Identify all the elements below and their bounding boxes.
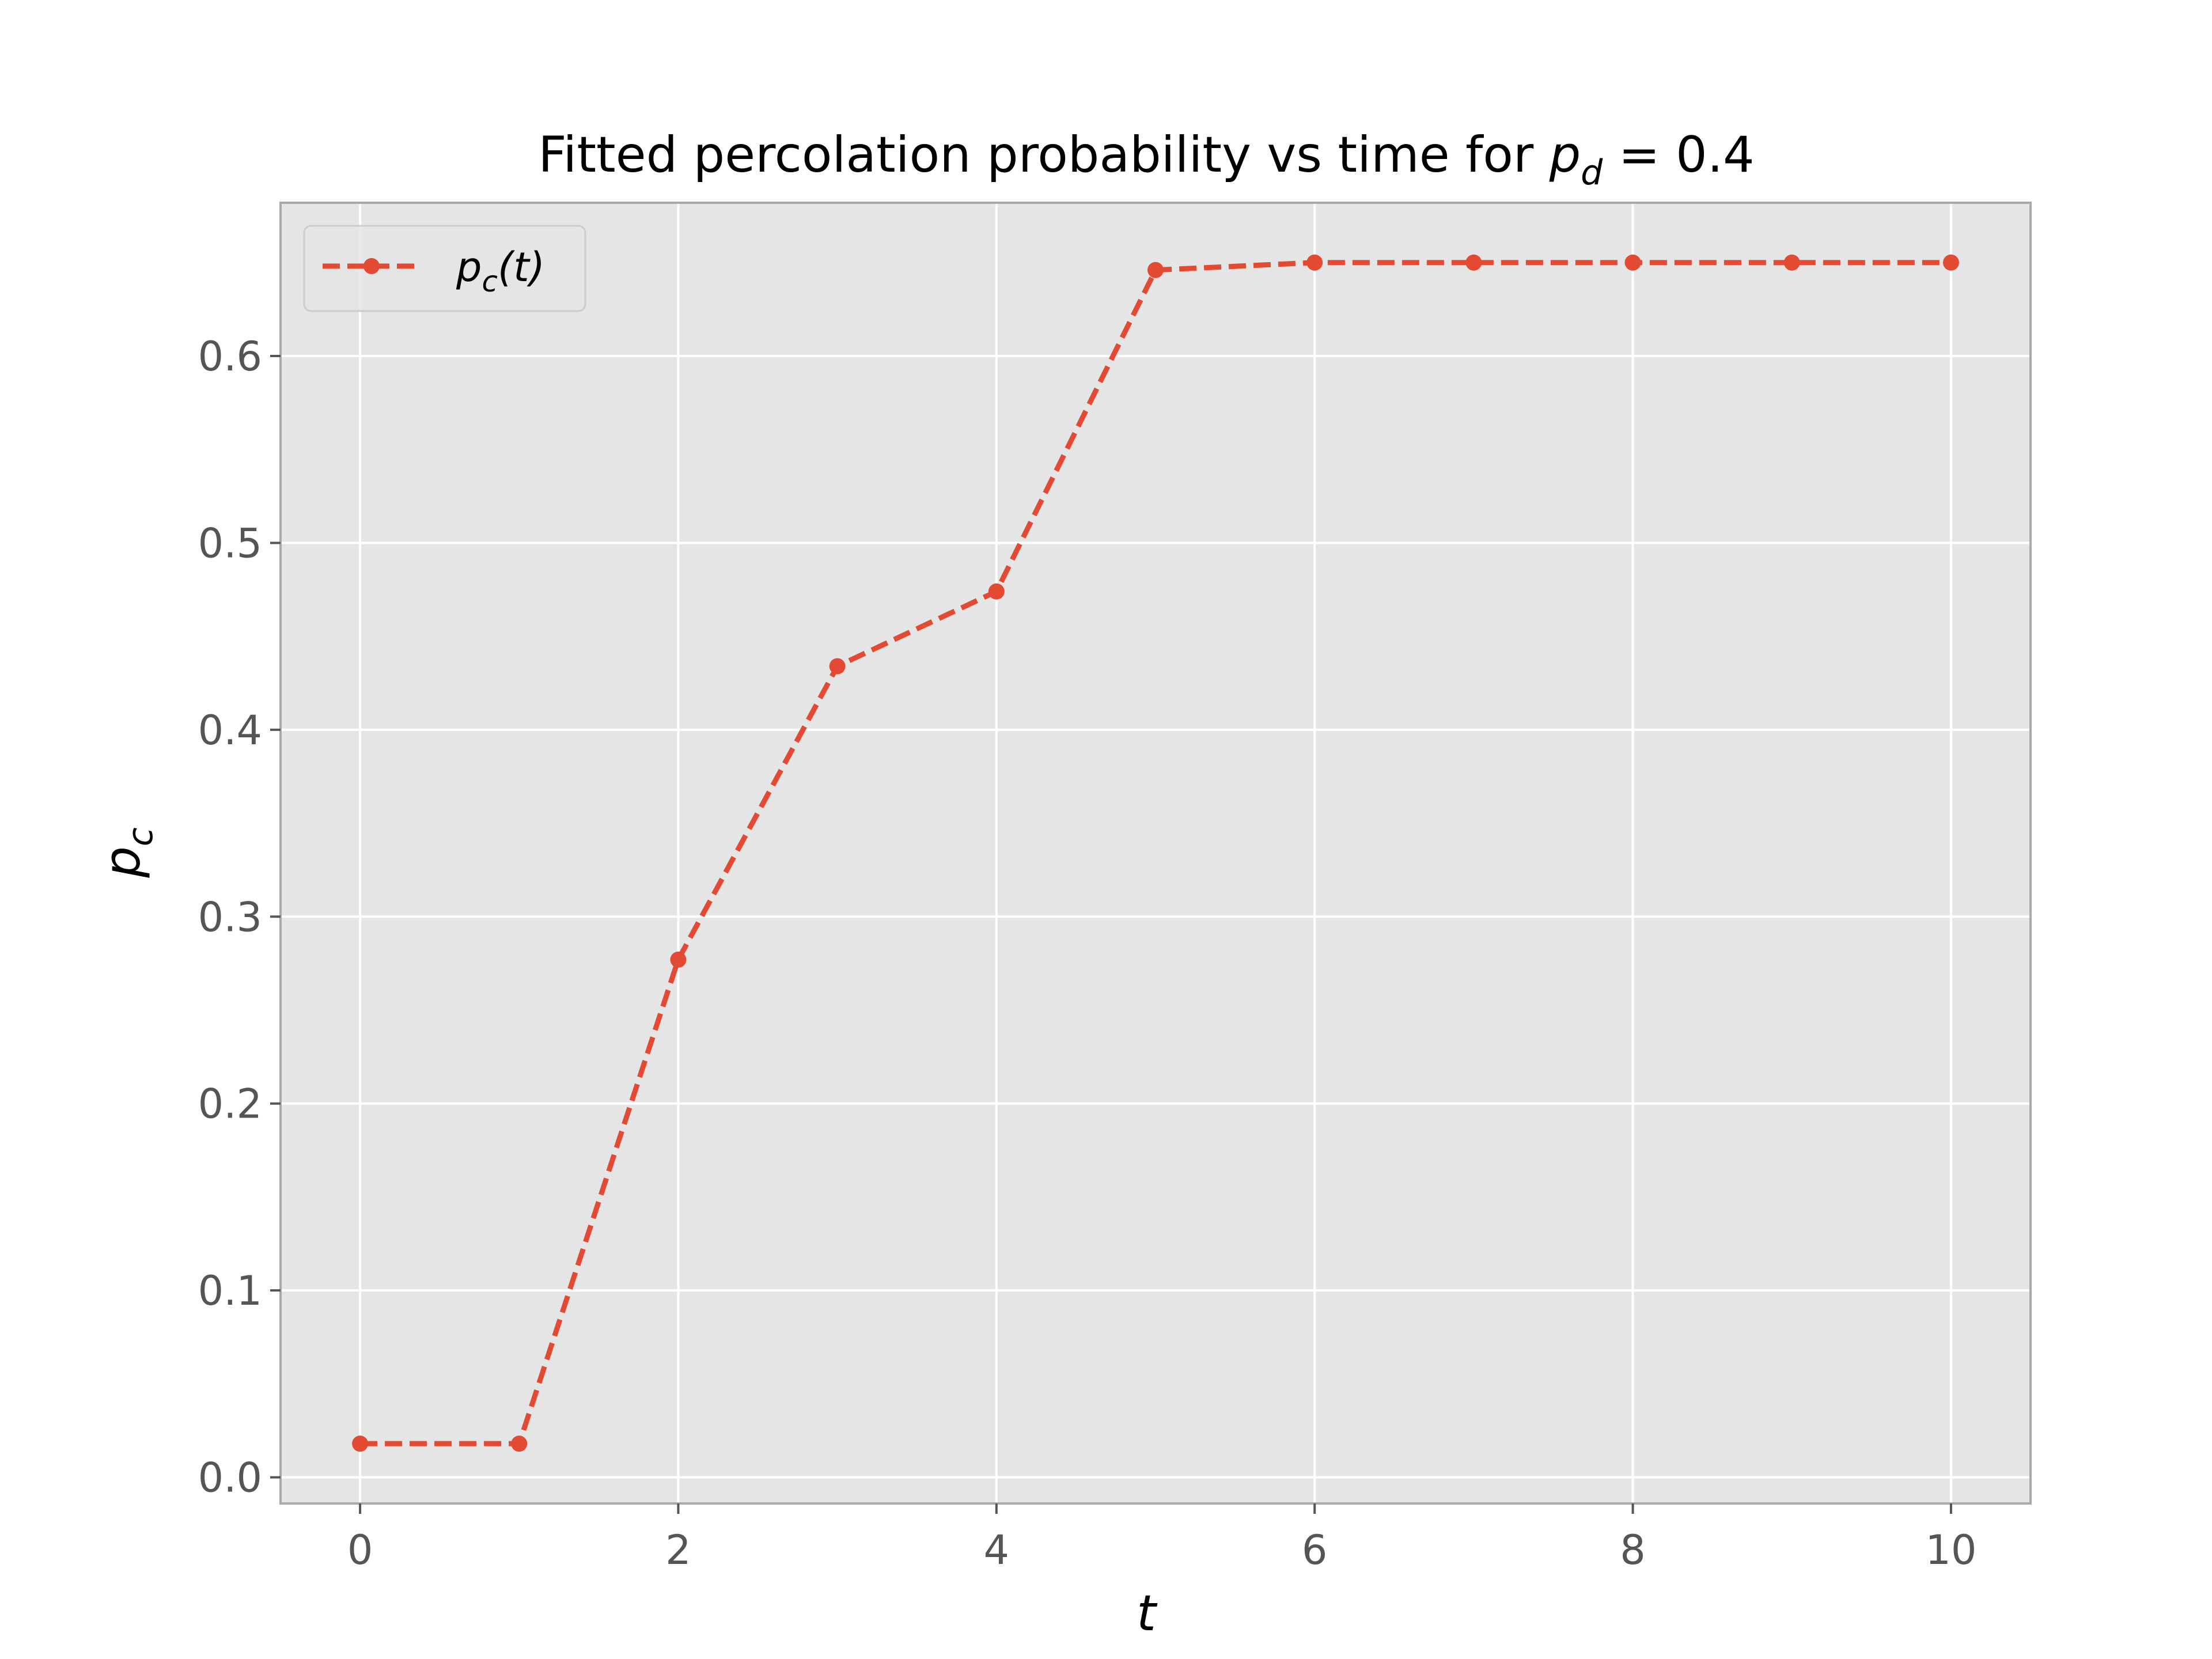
- y-tick-label: 0.4: [198, 707, 262, 754]
- y-tick-label: 0.0: [198, 1455, 262, 1502]
- x-tick-label: 8: [1620, 1527, 1646, 1574]
- legend-label-base: p: [456, 244, 482, 291]
- x-tick-label: 6: [1302, 1527, 1328, 1574]
- series-layer: [352, 254, 1959, 1452]
- data-point: [1624, 254, 1641, 271]
- data-point: [1783, 254, 1800, 271]
- axes-frame: [279, 202, 2032, 1505]
- legend-label-rest: (t): [498, 244, 545, 291]
- data-point: [1942, 254, 1959, 271]
- data-point: [1306, 254, 1323, 271]
- data-point: [1465, 254, 1482, 271]
- x-axis-label: t: [1137, 1585, 1158, 1642]
- y-tick-label: 0.3: [198, 893, 262, 941]
- y-axis-ticks: 0.0 0.1 0.2 0.3 0.4 0.5 0.6: [198, 333, 281, 1502]
- chart-title-main: Fitted percolation probability vs time f…: [538, 126, 1549, 184]
- y-axis-label-sub: c: [120, 827, 161, 846]
- chart-title: Fitted percolation probability vs time f…: [538, 126, 1755, 193]
- data-point: [1147, 262, 1164, 278]
- x-tick-label: 10: [1925, 1527, 1976, 1574]
- legend-marker-sample: [363, 258, 380, 274]
- plot-area: [279, 202, 2032, 1505]
- chart-title-math-sub: d: [1581, 153, 1603, 193]
- data-point: [829, 658, 846, 675]
- legend-label: pc(t): [456, 244, 545, 298]
- y-tick-label: 0.6: [198, 333, 262, 380]
- y-axis-label: pc: [94, 827, 161, 878]
- y-tick-label: 0.2: [198, 1081, 262, 1128]
- data-point: [511, 1435, 528, 1452]
- x-tick-label: 0: [347, 1527, 373, 1574]
- x-tick-label: 4: [984, 1527, 1010, 1574]
- y-tick-label: 0.5: [198, 520, 262, 567]
- grid-lines: [281, 203, 2031, 1503]
- legend-box: [303, 225, 586, 312]
- legend: pc(t): [303, 225, 586, 312]
- chart-title-math-rest: = 0.4: [1603, 126, 1755, 184]
- data-point: [352, 1435, 369, 1452]
- x-tick-label: 2: [665, 1527, 691, 1574]
- y-tick-label: 0.1: [198, 1267, 262, 1315]
- data-point: [670, 951, 687, 968]
- chart-title-math-base: p: [1549, 126, 1581, 184]
- data-point: [988, 583, 1005, 600]
- legend-label-sub: c: [482, 265, 498, 298]
- y-axis-label-base: p: [94, 846, 151, 878]
- x-axis-ticks: 0 2 4 6 8 10: [347, 1503, 1976, 1574]
- axes-background: [281, 203, 2031, 1503]
